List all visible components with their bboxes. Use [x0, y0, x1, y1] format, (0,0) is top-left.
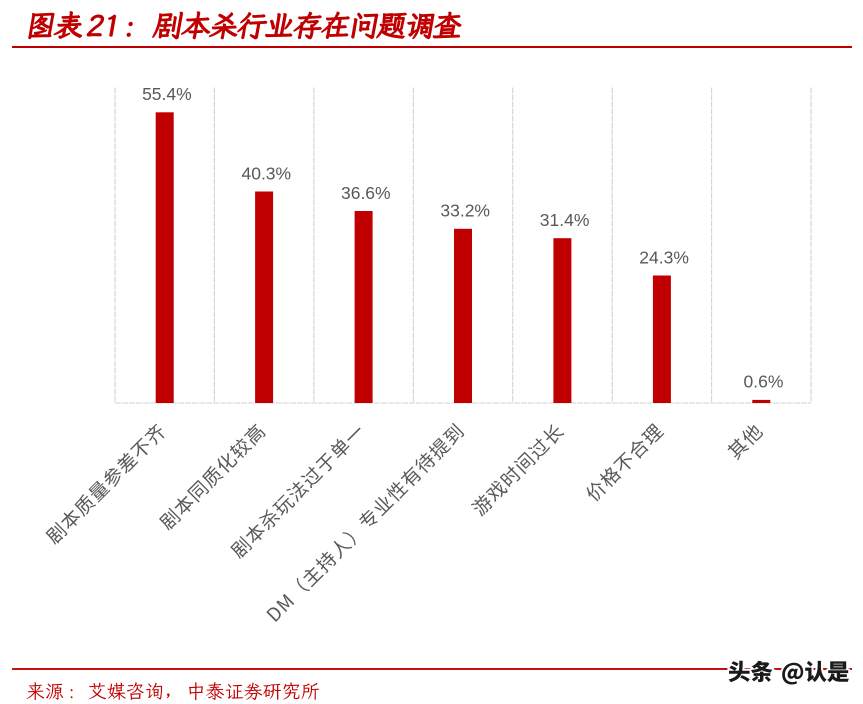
- svg-text:40.3%: 40.3%: [241, 163, 291, 183]
- svg-text:31.4%: 31.4%: [540, 210, 590, 230]
- svg-text:33.2%: 33.2%: [440, 201, 490, 221]
- svg-text:55.4%: 55.4%: [142, 84, 192, 104]
- svg-text:36.6%: 36.6%: [341, 183, 391, 203]
- svg-text:24.3%: 24.3%: [639, 247, 689, 267]
- svg-text:0.6%: 0.6%: [744, 372, 784, 392]
